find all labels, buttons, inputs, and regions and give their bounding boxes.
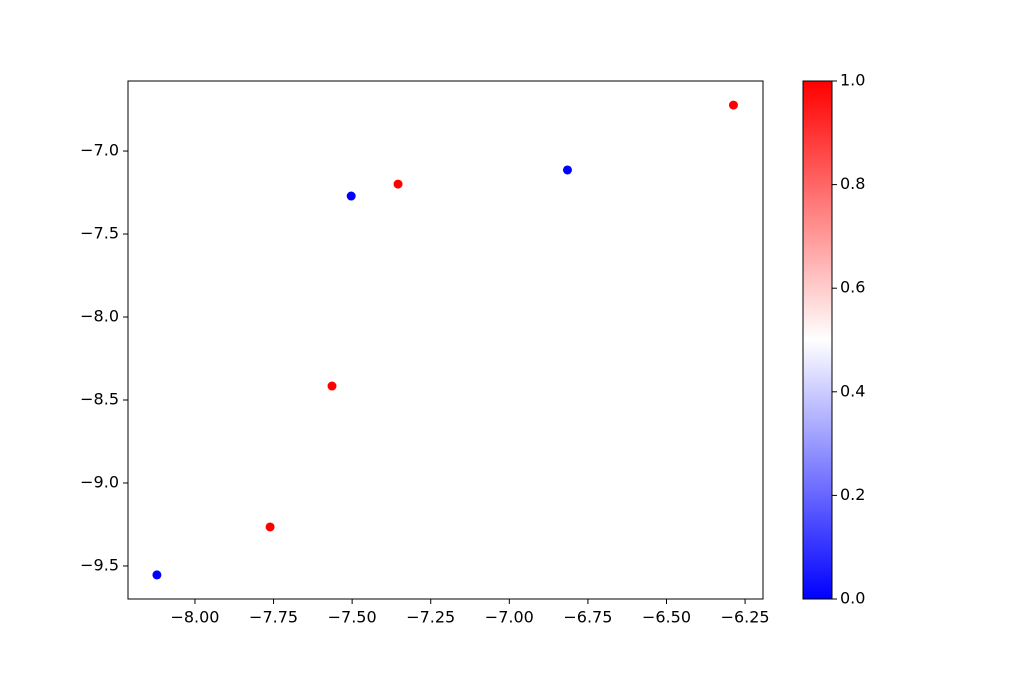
x-tick-label: −8.00 [170,608,219,627]
colorbar-tick-label: 1.0 [840,71,865,90]
colorbar [803,81,832,599]
point [265,522,275,532]
point [327,381,337,391]
x-tick-label: −7.25 [406,608,455,627]
point [152,570,162,580]
x-tick-label: −6.50 [642,608,691,627]
y-tick-label: −8.0 [80,307,119,326]
plot-area [128,81,763,599]
colorbar-tick-label: 0.6 [840,278,865,297]
y-tick-label: −7.0 [80,141,119,160]
plot-frame [127,80,764,600]
y-tick-label: −7.5 [80,224,119,243]
x-tick-label: −7.75 [249,608,298,627]
y-tick-label: −8.5 [80,389,119,408]
point [562,165,572,175]
point [393,179,403,189]
point [728,100,738,110]
colorbar-frame [802,80,833,600]
colorbar-tick-label: 0.8 [840,174,865,193]
colorbar-tick-label: 0.2 [840,485,865,504]
y-tick-label: −9.5 [80,555,119,574]
colorbar-tick-label: 0.4 [840,381,865,400]
colorbar-tick-label: 0.0 [840,589,865,608]
point [346,191,356,201]
x-tick-label: −6.75 [563,608,612,627]
x-tick-label: −7.00 [485,608,534,627]
x-tick-label: −7.50 [328,608,377,627]
y-tick-label: −9.0 [80,472,119,491]
x-tick-label: −6.25 [721,608,770,627]
